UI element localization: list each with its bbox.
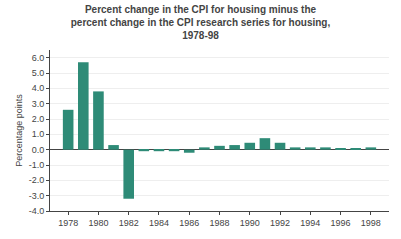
- svg-text:-2.0: -2.0: [29, 175, 45, 185]
- svg-text:1982: 1982: [119, 218, 139, 228]
- svg-text:5.0: 5.0: [32, 68, 45, 78]
- svg-text:-4.0: -4.0: [29, 206, 45, 216]
- svg-text:1996: 1996: [331, 218, 351, 228]
- svg-text:-1.0: -1.0: [29, 160, 45, 170]
- svg-text:1978: 1978: [58, 218, 78, 228]
- svg-text:1994: 1994: [300, 218, 320, 228]
- svg-text:Percent change in the CPI for: Percent change in the CPI for housing mi…: [71, 4, 331, 41]
- svg-text:4.0: 4.0: [32, 83, 45, 93]
- svg-text:0.0: 0.0: [32, 145, 45, 155]
- svg-text:2.0: 2.0: [32, 114, 45, 124]
- svg-text:6.0: 6.0: [32, 53, 45, 63]
- svg-text:1998: 1998: [361, 218, 381, 228]
- svg-text:3.0: 3.0: [32, 99, 45, 109]
- svg-text:1990: 1990: [240, 218, 260, 228]
- svg-text:Percentage points: Percentage points: [14, 94, 24, 167]
- svg-text:1986: 1986: [179, 218, 199, 228]
- svg-text:1984: 1984: [149, 218, 169, 228]
- svg-text:1988: 1988: [209, 218, 229, 228]
- svg-text:-3.0: -3.0: [29, 191, 45, 201]
- svg-text:1980: 1980: [88, 218, 108, 228]
- svg-text:1.0: 1.0: [32, 129, 45, 139]
- svg-text:1992: 1992: [270, 218, 290, 228]
